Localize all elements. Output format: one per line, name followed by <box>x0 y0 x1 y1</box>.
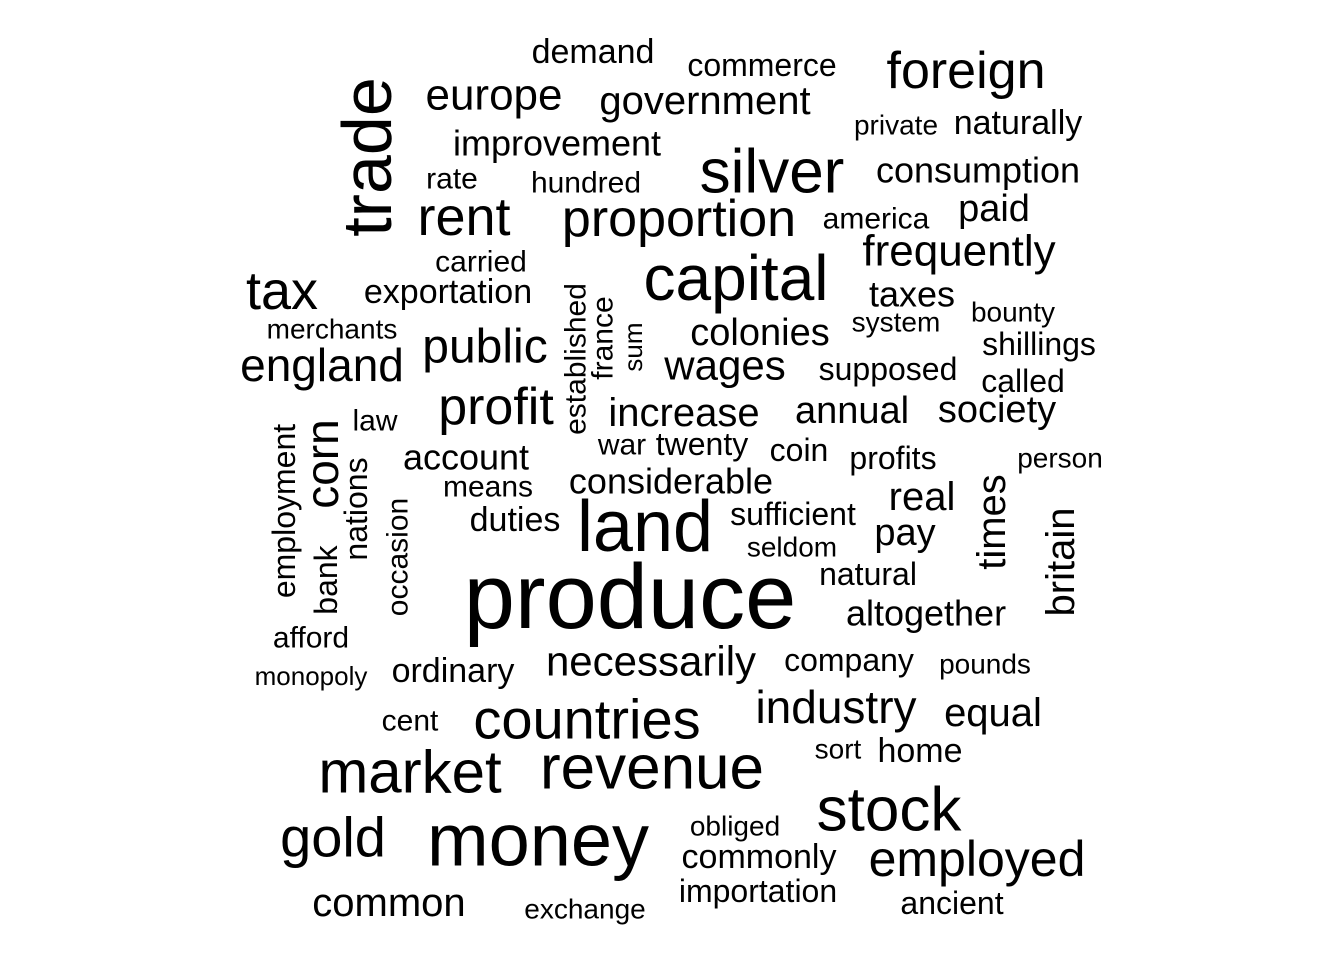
cloud-word-twenty: twenty <box>656 426 748 462</box>
cloud-word-frequently: frequently <box>862 227 1055 276</box>
cloud-word-taxes: taxes <box>869 274 955 315</box>
cloud-word-home: home <box>877 732 962 770</box>
cloud-word-obliged: obliged <box>690 811 780 842</box>
cloud-word-society: society <box>938 389 1056 431</box>
cloud-word-called: called <box>981 363 1065 399</box>
cloud-word-land: land <box>577 487 713 567</box>
cloud-word-duties: duties <box>470 501 561 539</box>
cloud-word-stock: stock <box>817 776 963 845</box>
cloud-word-public: public <box>422 321 547 374</box>
cloud-word-europe: europe <box>425 71 562 120</box>
cloud-word-employed: employed <box>869 831 1086 887</box>
cloud-word-rate: rate <box>426 163 478 196</box>
cloud-word-nations: nations <box>338 457 374 560</box>
cloud-word-real: real <box>889 475 956 519</box>
cloud-word-hundred: hundred <box>531 167 641 200</box>
cloud-word-sort: sort <box>815 734 862 765</box>
cloud-word-war: war <box>597 429 646 462</box>
cloud-word-gold: gold <box>280 806 386 869</box>
cloud-word-wages: wages <box>663 342 785 389</box>
cloud-word-profits: profits <box>849 440 936 476</box>
cloud-word-britain: britain <box>1039 508 1083 617</box>
cloud-word-bounty: bounty <box>971 297 1055 328</box>
cloud-word-private: private <box>854 110 938 141</box>
cloud-word-company: company <box>784 642 914 678</box>
cloud-word-common: common <box>312 881 465 925</box>
cloud-word-law: law <box>352 405 397 438</box>
cloud-word-ancient: ancient <box>900 885 1003 921</box>
cloud-word-importation: importation <box>679 873 837 909</box>
cloud-word-england: england <box>240 339 404 391</box>
cloud-word-afford: afford <box>273 622 349 655</box>
cloud-word-government: government <box>599 79 810 123</box>
cloud-word-cent: cent <box>382 705 439 738</box>
cloud-word-corn: corn <box>296 419 348 508</box>
cloud-word-employment: employment <box>266 424 302 598</box>
cloud-word-annual: annual <box>795 390 909 432</box>
cloud-word-person: person <box>1017 443 1103 474</box>
cloud-word-considerable: considerable <box>569 461 773 502</box>
cloud-word-system: system <box>852 307 941 338</box>
cloud-word-sum: sum <box>618 322 648 371</box>
cloud-word-supposed: supposed <box>819 351 958 387</box>
cloud-word-revenue: revenue <box>540 734 764 803</box>
cloud-word-carried: carried <box>435 246 527 279</box>
cloud-word-trade: trade <box>328 77 406 237</box>
cloud-word-countries: countries <box>473 688 700 751</box>
cloud-word-commerce: commerce <box>687 47 836 83</box>
cloud-word-ordinary: ordinary <box>392 652 515 690</box>
cloud-word-shillings: shillings <box>982 326 1096 362</box>
cloud-word-bank: bank <box>308 544 344 614</box>
cloud-word-proportion: proportion <box>562 190 796 248</box>
cloud-word-means: means <box>443 471 533 504</box>
cloud-word-pounds: pounds <box>939 649 1031 680</box>
cloud-word-exchange: exchange <box>524 894 645 925</box>
cloud-word-capital: capital <box>644 242 829 314</box>
cloud-word-established: established <box>560 283 593 435</box>
cloud-word-pay: pay <box>874 512 935 554</box>
cloud-word-seldom: seldom <box>747 532 837 563</box>
cloud-word-tax: tax <box>246 261 318 321</box>
cloud-word-demand: demand <box>532 33 655 71</box>
cloud-word-consumption: consumption <box>876 150 1080 191</box>
cloud-word-coin: coin <box>770 432 829 468</box>
cloud-word-money: money <box>427 799 649 882</box>
cloud-word-paid: paid <box>958 188 1030 230</box>
cloud-word-france: france <box>587 296 620 379</box>
cloud-word-sufficient: sufficient <box>730 496 856 532</box>
cloud-word-merchants: merchants <box>267 314 398 345</box>
cloud-word-silver: silver <box>700 138 845 207</box>
cloud-word-exportation: exportation <box>364 273 532 311</box>
cloud-word-occasion: occasion <box>382 498 415 616</box>
cloud-word-profit: profit <box>438 378 554 436</box>
cloud-word-natural: natural <box>819 556 917 592</box>
cloud-word-market: market <box>318 739 502 806</box>
cloud-word-necessarily: necessarily <box>546 638 756 685</box>
cloud-word-account: account <box>403 437 529 478</box>
cloud-word-rent: rent <box>417 187 510 247</box>
cloud-word-commonly: commonly <box>682 838 837 876</box>
cloud-word-monopoly: monopoly <box>255 661 368 691</box>
cloud-word-increase: increase <box>608 391 759 435</box>
cloud-word-altogether: altogether <box>846 593 1006 634</box>
cloud-word-equal: equal <box>944 691 1042 735</box>
cloud-word-colonies: colonies <box>690 312 829 354</box>
cloud-word-times: times <box>970 474 1014 570</box>
cloud-word-industry: industry <box>755 681 916 733</box>
cloud-word-america: america <box>823 203 930 236</box>
cloud-word-improvement: improvement <box>453 123 661 164</box>
cloud-word-produce: produce <box>464 546 796 648</box>
cloud-word-naturally: naturally <box>954 104 1083 142</box>
cloud-word-foreign: foreign <box>887 42 1046 100</box>
